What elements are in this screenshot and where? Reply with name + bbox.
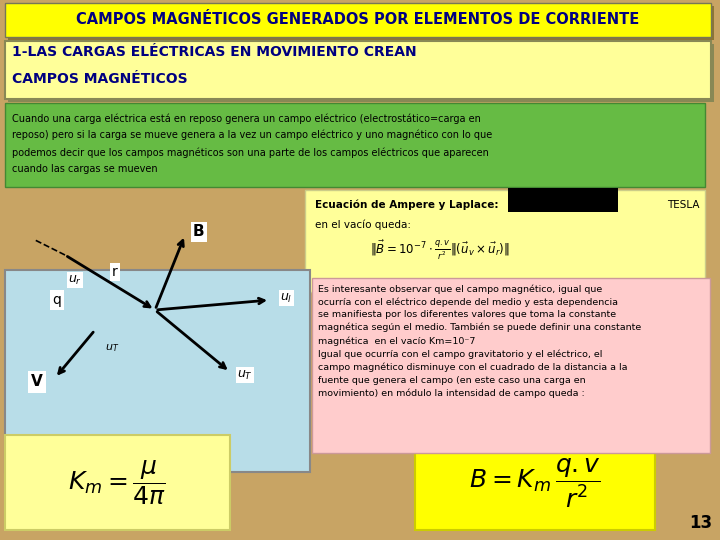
Text: CAMPOS MAGNÉTICOS: CAMPOS MAGNÉTICOS bbox=[12, 72, 188, 86]
Text: en el vacío queda:: en el vacío queda: bbox=[315, 220, 411, 231]
Bar bbox=[312, 278, 710, 453]
Text: Es interesante observar que el campo magnético, igual que
ocurría con el eléctri: Es interesante observar que el campo mag… bbox=[318, 284, 642, 398]
Text: $u_r$: $u_r$ bbox=[68, 273, 82, 287]
Bar bbox=[305, 190, 705, 292]
Text: Ecuación de Ampere y Laplace:: Ecuación de Ampere y Laplace: bbox=[315, 200, 498, 211]
Text: V: V bbox=[31, 375, 43, 389]
Bar bbox=[5, 3, 711, 37]
Text: $u_T$: $u_T$ bbox=[105, 342, 120, 354]
Text: B: B bbox=[193, 225, 204, 240]
Text: $B = K_m\,\dfrac{q.v}{r^2}$: $B = K_m\,\dfrac{q.v}{r^2}$ bbox=[469, 456, 601, 510]
Text: 1-LAS CARGAS ELÉCTRICAS EN MOVIMIENTO CREAN: 1-LAS CARGAS ELÉCTRICAS EN MOVIMIENTO CR… bbox=[12, 45, 417, 59]
Bar bbox=[508, 188, 618, 212]
Text: reposo) pero si la carga se mueve genera a la vez un campo eléctrico y uno magné: reposo) pero si la carga se mueve genera… bbox=[12, 130, 492, 140]
Bar bbox=[5, 41, 711, 99]
Bar bbox=[415, 435, 655, 530]
Text: $K_m = \dfrac{\mu}{4\pi}$: $K_m = \dfrac{\mu}{4\pi}$ bbox=[68, 458, 166, 508]
Bar bbox=[8, 44, 714, 102]
Text: $\|\vec{B}=10^{-7}\cdot\frac{q.v}{r^2}\|(\vec{u}_v\times\vec{u}_r)\|$: $\|\vec{B}=10^{-7}\cdot\frac{q.v}{r^2}\|… bbox=[370, 239, 510, 261]
Text: q: q bbox=[53, 293, 61, 307]
Text: CAMPOS MAGNÉTICOS GENERADOS POR ELEMENTOS DE CORRIENTE: CAMPOS MAGNÉTICOS GENERADOS POR ELEMENTO… bbox=[76, 12, 639, 28]
Text: cuando las cargas se mueven: cuando las cargas se mueven bbox=[12, 164, 158, 174]
Bar bbox=[5, 270, 310, 472]
Text: Cuando una carga eléctrica está en reposo genera un campo eléctrico (electrostát: Cuando una carga eléctrica está en repos… bbox=[12, 113, 481, 124]
Text: r: r bbox=[112, 265, 118, 279]
Text: $u_l$: $u_l$ bbox=[280, 292, 292, 305]
Text: TESLA: TESLA bbox=[667, 200, 700, 210]
Text: 13: 13 bbox=[689, 514, 712, 532]
Bar bbox=[5, 103, 705, 187]
Bar bbox=[5, 435, 230, 530]
Text: podemos decir que los campos magnéticos son una parte de los campos eléctricos q: podemos decir que los campos magnéticos … bbox=[12, 147, 489, 158]
Bar bbox=[8, 6, 714, 40]
Text: $u_T$: $u_T$ bbox=[237, 368, 253, 382]
